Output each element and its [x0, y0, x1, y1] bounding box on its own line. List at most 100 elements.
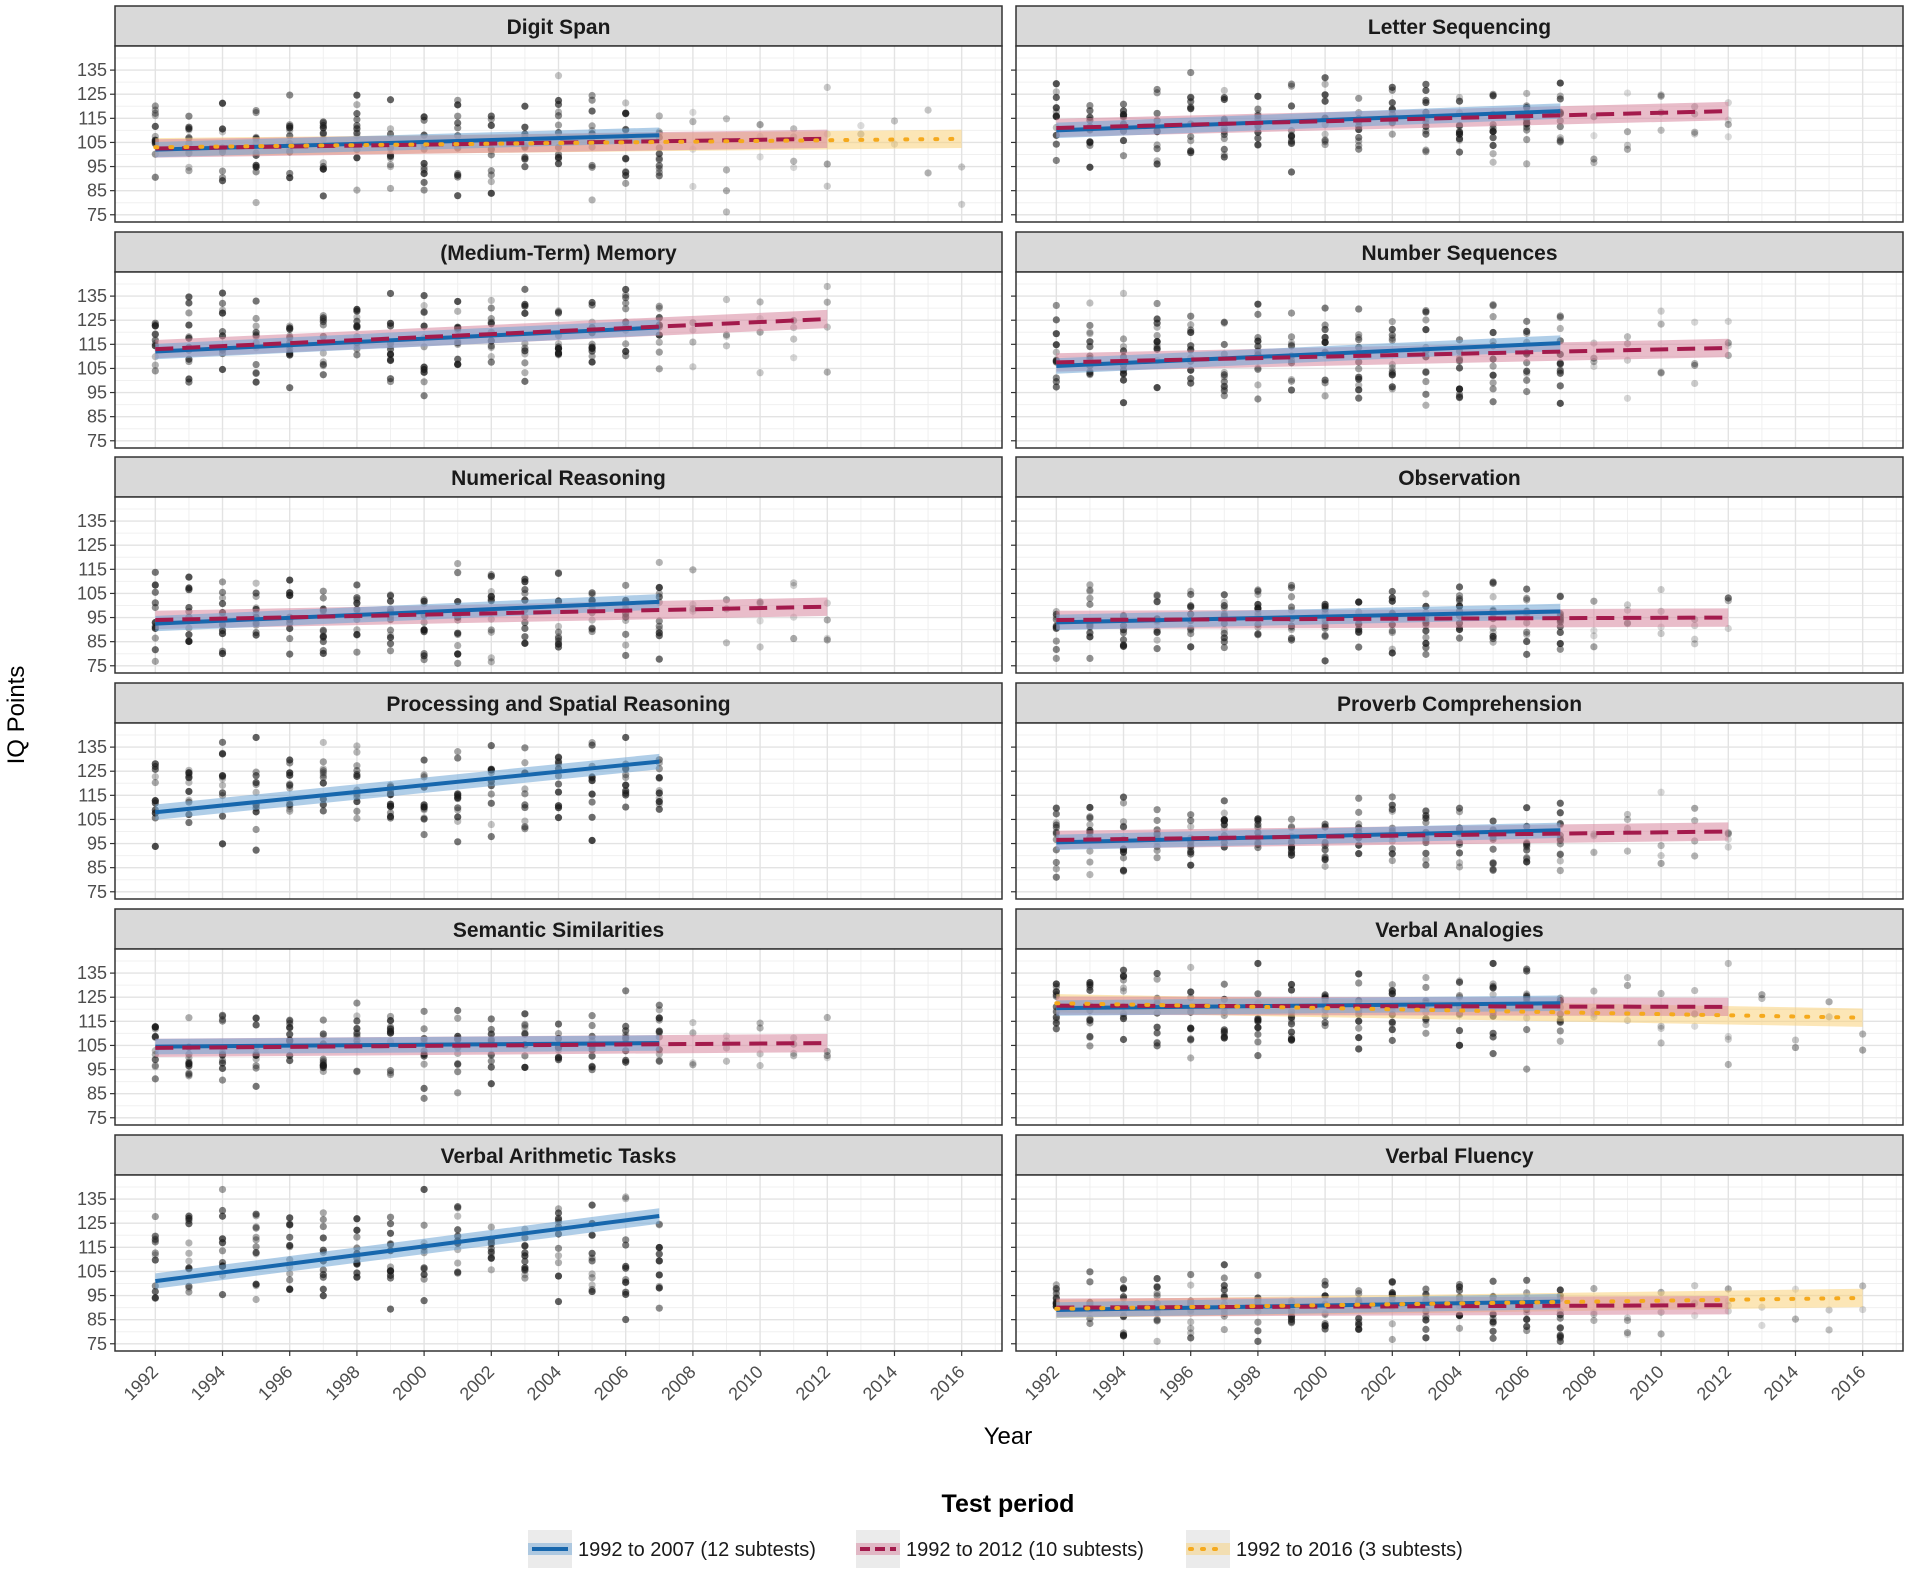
data-point: [1254, 337, 1262, 345]
data-point: [1119, 793, 1128, 801]
data-point: [756, 1062, 764, 1070]
data-point: [185, 299, 193, 307]
data-point: [622, 581, 630, 589]
data-point: [1724, 594, 1732, 602]
data-point: [823, 298, 831, 306]
data-point: [655, 154, 663, 162]
data-point: [454, 171, 462, 179]
data-point: [386, 647, 395, 655]
data-point: [1119, 107, 1128, 115]
data-point: [1086, 1268, 1094, 1276]
data-point: [622, 781, 630, 789]
data-point: [655, 632, 663, 640]
data-point: [319, 1273, 327, 1281]
data-point: [655, 1057, 663, 1065]
data-point: [1086, 1319, 1094, 1328]
trend-line-p2012: [155, 317, 828, 352]
data-point: [1455, 804, 1464, 812]
data-point: [1422, 377, 1430, 386]
data-point: [554, 309, 563, 317]
data-point: [1153, 628, 1161, 636]
data-point: [454, 1204, 462, 1212]
data-point: [1489, 1327, 1497, 1335]
panel-border: [114, 271, 1003, 449]
data-point: [218, 299, 227, 307]
data-point: [588, 122, 596, 130]
data-point: [286, 807, 294, 815]
data-point: [521, 1010, 529, 1018]
data-point: [1724, 597, 1732, 605]
y-tick-label: 75: [87, 656, 107, 676]
data-point: [286, 1221, 294, 1229]
data-point: [487, 358, 495, 366]
data-point: [252, 1082, 260, 1090]
data-point: [1287, 80, 1296, 88]
data-point: [252, 107, 260, 115]
data-point: [487, 1057, 495, 1065]
data-point: [1657, 629, 1665, 638]
y-tick-label: 75: [87, 1108, 107, 1128]
data-point: [1254, 342, 1262, 351]
data-point: [588, 163, 596, 171]
data-point: [1556, 850, 1564, 858]
data-point: [622, 347, 630, 356]
data-point: [420, 307, 428, 316]
data-point: [554, 1053, 563, 1061]
data-point: [1388, 981, 1396, 989]
data-point: [1556, 1337, 1564, 1345]
data-point: [487, 177, 495, 186]
data-point: [218, 1212, 227, 1220]
data-point: [487, 1248, 495, 1256]
data-point: [655, 1257, 663, 1265]
data-point: [487, 342, 495, 350]
data-point: [218, 1059, 227, 1067]
data-point: [1220, 1026, 1228, 1034]
data-point: [588, 1052, 596, 1060]
data-point: [1489, 385, 1497, 393]
legend-entry-p2007: 1992 to 2007 (12 subtests): [528, 1530, 816, 1568]
panel-border: [1015, 948, 1904, 1126]
data-point: [1187, 963, 1195, 971]
x-tick-label: 1994: [187, 1362, 229, 1404]
data-point: [588, 1066, 596, 1074]
data-point: [1153, 969, 1161, 978]
data-point: [1556, 809, 1564, 817]
data-point: [1187, 68, 1195, 77]
data-point: [622, 1195, 630, 1203]
data-point: [1523, 135, 1531, 144]
data-point: [487, 296, 495, 305]
data-point: [1287, 168, 1296, 176]
data-point: [1220, 94, 1228, 102]
data-point: [1153, 1023, 1161, 1031]
data-point: [1556, 367, 1564, 375]
data-point: [521, 1265, 529, 1273]
data-point: [1052, 1019, 1060, 1027]
data-point: [1086, 587, 1094, 595]
data-point: [218, 173, 227, 182]
data-point: [454, 1269, 462, 1277]
data-point: [151, 361, 159, 369]
trend-lines: [155, 1214, 660, 1284]
data-point: [185, 1070, 193, 1078]
data-point: [319, 779, 327, 787]
legend: Test period 1992 to 2007 (12 subtests) 19…: [528, 1490, 1463, 1568]
facet-strip: [114, 908, 1003, 950]
data-point: [622, 1278, 630, 1287]
data-point: [1691, 359, 1699, 368]
data-point: [420, 116, 428, 124]
trend-line-p2012: [1056, 345, 1729, 365]
data-point: [1657, 1039, 1665, 1047]
data-point: [1287, 636, 1296, 644]
data-point: [1422, 1029, 1430, 1037]
x-tick-label: 2014: [859, 1362, 901, 1404]
data-point: [1187, 1334, 1195, 1342]
data-point: [218, 1247, 227, 1255]
data-point: [1254, 587, 1262, 595]
data-point: [454, 119, 462, 127]
data-point: [588, 298, 596, 307]
y-tick-label: 85: [87, 1084, 107, 1104]
data-point: [319, 649, 327, 658]
data-point: [420, 1264, 428, 1272]
data-point: [420, 302, 428, 310]
data-point: [1254, 817, 1262, 825]
